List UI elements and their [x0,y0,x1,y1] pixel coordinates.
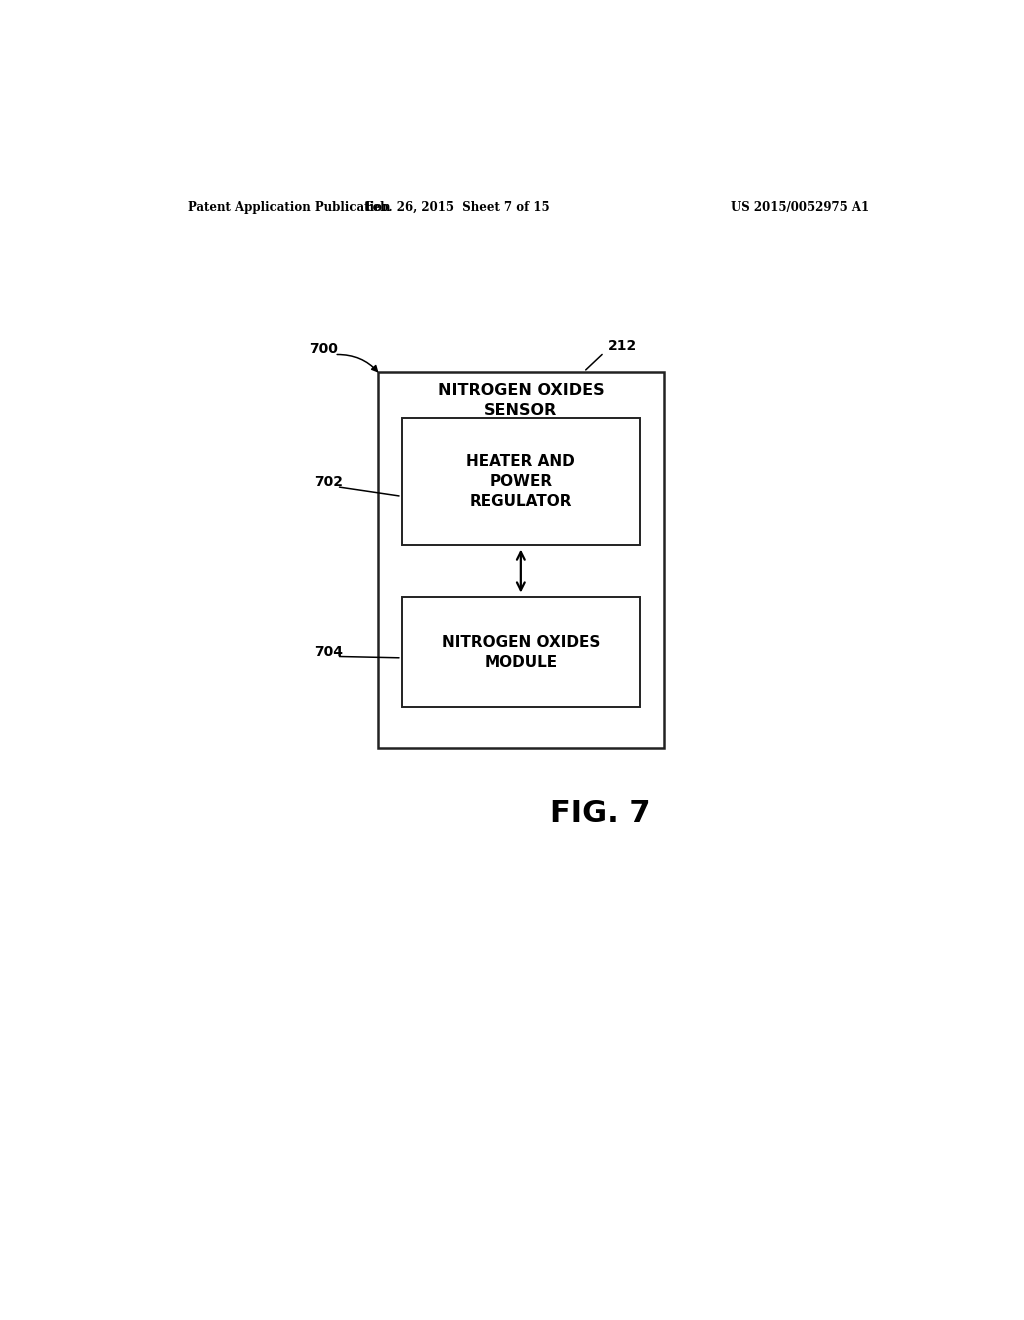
Bar [401,598,640,708]
Bar [378,372,664,748]
Text: HEATER AND
POWER
REGULATOR: HEATER AND POWER REGULATOR [467,454,575,510]
Text: 702: 702 [314,475,343,488]
Text: 700: 700 [309,342,338,356]
Text: NITROGEN OXIDES
MODULE: NITROGEN OXIDES MODULE [441,635,600,669]
Text: NITROGEN OXIDES
SENSOR: NITROGEN OXIDES SENSOR [437,383,604,417]
Text: FIG. 7: FIG. 7 [550,800,650,829]
Text: Patent Application Publication: Patent Application Publication [187,201,390,214]
Text: 704: 704 [314,645,343,660]
Text: Feb. 26, 2015  Sheet 7 of 15: Feb. 26, 2015 Sheet 7 of 15 [365,201,550,214]
Text: 212: 212 [608,339,637,354]
Bar [401,417,640,545]
Text: US 2015/0052975 A1: US 2015/0052975 A1 [731,201,869,214]
